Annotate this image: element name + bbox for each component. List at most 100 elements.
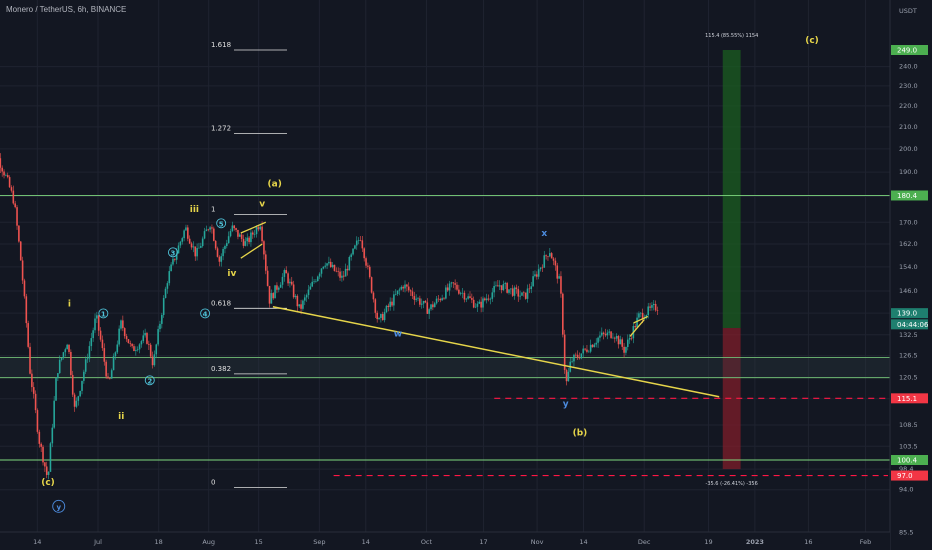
wave-label[interactable]: w — [394, 329, 402, 339]
candle-body — [352, 248, 354, 255]
candle-body — [253, 234, 256, 235]
candle-body — [361, 240, 364, 249]
wave-label[interactable]: (c) — [805, 36, 819, 46]
candle-body — [285, 270, 288, 274]
wave-label[interactable]: ii — [118, 412, 124, 422]
price-badge[interactable] — [891, 470, 928, 481]
candle-body — [610, 331, 612, 338]
candle-body — [409, 290, 412, 292]
candle-body — [120, 320, 122, 329]
candle-body — [3, 171, 5, 176]
candle-body — [240, 234, 243, 239]
price-badge[interactable] — [891, 308, 928, 319]
candle-body — [114, 352, 117, 357]
price-badge[interactable] — [891, 45, 928, 55]
time-tick-label: 14 — [362, 538, 370, 546]
candle-body — [411, 291, 414, 297]
candle-body — [549, 253, 551, 257]
wave-label[interactable]: (b) — [573, 428, 588, 438]
candle-body — [144, 333, 146, 336]
candle-body — [205, 229, 208, 232]
candle-body — [560, 276, 562, 294]
candle-body — [60, 357, 63, 360]
candle-body — [16, 207, 18, 226]
wave-label[interactable]: i — [68, 300, 71, 310]
wave-label[interactable]: 3 — [171, 249, 176, 257]
time-tick-label: Nov — [531, 538, 544, 546]
candle-body — [31, 373, 33, 388]
candle-body — [207, 229, 210, 231]
candle-body — [407, 286, 410, 291]
wave-label[interactable]: 4 — [203, 310, 208, 318]
candle-body — [68, 344, 70, 352]
candle-body — [116, 344, 119, 353]
candle-body — [112, 356, 115, 371]
price-axis[interactable]: USDT85.594.098.4103.5108.5115.0120.5126.… — [889, 0, 932, 550]
price-badge-text: 249.0 — [897, 47, 917, 55]
candle-body — [484, 298, 486, 301]
wave-label[interactable]: iv — [227, 269, 236, 279]
wedge-line[interactable] — [633, 315, 649, 324]
wave-label[interactable]: y — [56, 503, 61, 511]
candle-body — [200, 246, 202, 248]
candle-body — [510, 288, 512, 290]
wave-label[interactable]: (a) — [268, 180, 282, 190]
candle-body — [248, 237, 250, 243]
candle-body — [283, 270, 286, 277]
candle-body — [435, 298, 438, 304]
candle-body — [84, 359, 87, 372]
fib-levels: 1.618 1.272 1 0.618 0.382 0 — [0, 41, 890, 488]
candle-body — [597, 337, 599, 343]
candle-body — [385, 305, 388, 313]
candle-body — [75, 400, 78, 407]
wave-circle — [168, 247, 178, 258]
candle-body — [118, 328, 120, 345]
wave-label[interactable]: 1 — [101, 310, 106, 318]
candle-body — [638, 313, 640, 318]
trend-line[interactable] — [272, 305, 720, 398]
candle-body — [381, 314, 384, 321]
candle-body — [316, 276, 319, 282]
wave-label[interactable]: iii — [190, 205, 199, 215]
candle-body — [441, 298, 443, 301]
candle-body — [190, 243, 193, 248]
candle-body — [211, 227, 213, 229]
candle-body — [485, 298, 488, 301]
candle-body — [179, 241, 182, 246]
wedge-line[interactable] — [629, 319, 645, 337]
candle-body — [274, 285, 276, 299]
wave-label[interactable]: (c) — [41, 478, 55, 488]
candle-body — [79, 390, 81, 397]
candle-body — [432, 304, 434, 308]
candle-body — [625, 347, 627, 353]
profit-zone[interactable] — [722, 50, 741, 329]
candle-body — [55, 378, 57, 401]
price-tick-label: 210.0 — [899, 123, 918, 131]
candle-body — [649, 306, 651, 308]
candle-body — [73, 394, 76, 407]
wedge-line[interactable] — [240, 221, 267, 234]
candle-body — [443, 298, 445, 299]
wave-label[interactable]: 5 — [219, 220, 224, 228]
currency-label: USDT — [899, 7, 917, 15]
candle-body — [233, 225, 236, 229]
candle-body — [480, 301, 482, 308]
candle-body — [515, 287, 518, 290]
time-axis[interactable]: 14 Jul 18 Aug 15 Sep 14 Oct 17 Nov 14 Dec 19 2023 16 Fe… — [0, 531, 890, 550]
wave-label[interactable]: v — [259, 200, 265, 210]
price-badge[interactable] — [891, 319, 928, 330]
loss-zone[interactable] — [722, 328, 741, 470]
price-badge[interactable] — [891, 190, 928, 201]
candle-body — [25, 296, 28, 324]
wedge-line[interactable] — [240, 243, 263, 259]
wave-label[interactable]: x — [541, 229, 547, 239]
wave-label[interactable]: 2 — [147, 377, 152, 385]
candle-body — [604, 334, 607, 336]
price-badge[interactable] — [891, 393, 928, 404]
price-badge[interactable] — [891, 455, 928, 465]
candle-body — [110, 370, 113, 379]
candle-body — [123, 328, 126, 337]
wave-label[interactable]: y — [563, 400, 569, 410]
candle-body — [307, 289, 310, 296]
